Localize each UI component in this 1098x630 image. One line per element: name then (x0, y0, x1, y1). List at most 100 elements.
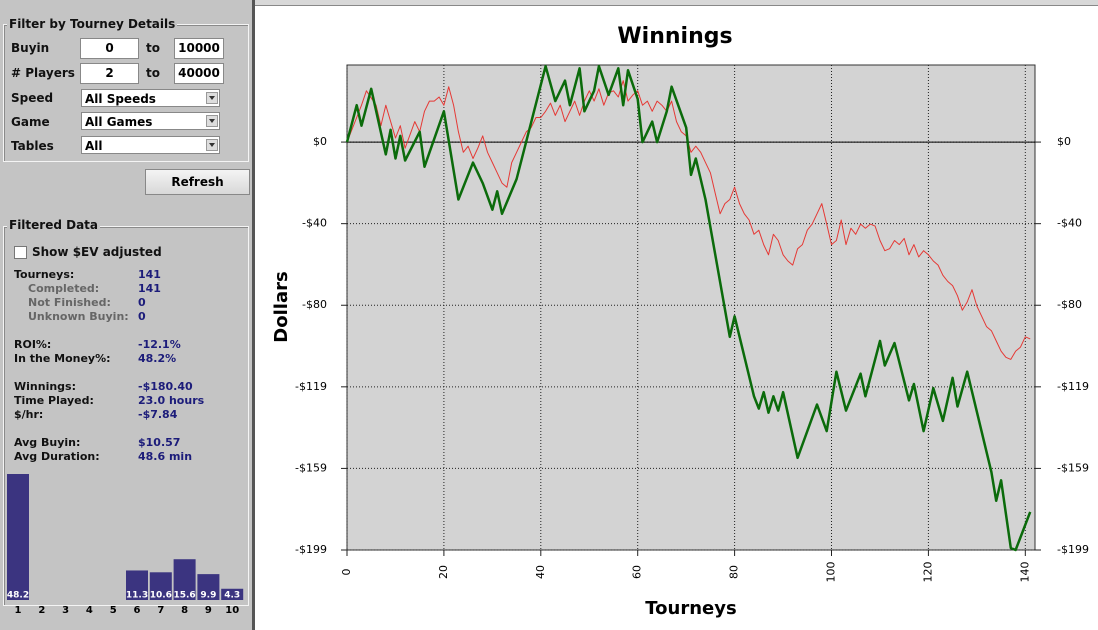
range-from[interactable]: 2 (80, 63, 139, 84)
stat-value: 141 (138, 282, 161, 295)
x-tick-label: 120 (921, 562, 934, 583)
stat-label: Unknown Buyin: (28, 310, 129, 323)
y-tick-label: -$119 (295, 380, 327, 393)
bar (7, 474, 29, 600)
y-axis-label: Dollars (271, 271, 292, 342)
stat-value: 48.6 min (138, 450, 193, 463)
select-label: Game (11, 115, 50, 129)
range-to[interactable]: 10000 (174, 38, 224, 59)
x-tick-label: 10 (225, 605, 239, 616)
bar (221, 588, 244, 600)
x-tick-label: 7 (157, 605, 164, 616)
stat-value: -12.1% (138, 338, 181, 351)
range-to[interactable]: 40000 (174, 63, 224, 84)
data-label: 48.2 (7, 591, 29, 601)
stat-label: Completed: (28, 282, 100, 295)
stat-label: Winnings: (14, 380, 76, 393)
select[interactable]: All Games (81, 112, 220, 130)
chart-title: Winnings (617, 24, 732, 49)
range-from[interactable]: 0 (80, 38, 139, 59)
filter-title: Filter by Tourney Details (7, 17, 178, 31)
bar (197, 574, 220, 600)
refresh-button[interactable]: Refresh (145, 169, 250, 195)
stat-label: ROI%: (14, 338, 52, 351)
select-value: All Speeds (85, 92, 156, 106)
data-label: 15.6 (173, 591, 195, 601)
stat-label: Avg Buyin: (14, 436, 81, 449)
x-tick-label: 40 (534, 565, 547, 579)
stat-label: Not Finished: (28, 296, 111, 309)
x-tick-label: 1 (15, 605, 22, 616)
stat-label: Avg Duration: (14, 450, 100, 463)
select-value: All (85, 139, 103, 153)
x-tick-label: 100 (825, 562, 838, 583)
stat-value: 0 (138, 296, 146, 309)
select-value: All Games (85, 115, 153, 129)
stat-label: In the Money%: (14, 352, 111, 365)
line-series (345, 64, 1032, 552)
x-tick-label: 6 (134, 605, 141, 616)
dropdown-arrow[interactable] (206, 139, 218, 151)
x-tick-label: 9 (205, 605, 212, 616)
x-axis-label: Tourneys (645, 598, 736, 619)
checkbox[interactable] (14, 246, 27, 259)
stat-value: -$180.40 (138, 380, 193, 393)
stat-value: $10.57 (138, 436, 181, 449)
x-tick-label: 80 (728, 565, 741, 579)
x-tick-label: 140 (1018, 562, 1031, 583)
data-label: 4.3 (224, 591, 240, 601)
y-tick-label: -$40 (1057, 217, 1082, 230)
stat-value: -$7.84 (138, 408, 178, 421)
range-sep: to (146, 41, 160, 55)
line-series (346, 80, 1031, 360)
filtered-box (3, 226, 249, 606)
y-tick-label: -$159 (1057, 461, 1089, 474)
filtered-title: Filtered Data (7, 218, 101, 232)
filter-panel: Filter by Tourney Details Buyin 0 to 100… (0, 0, 252, 630)
stat-value: 141 (138, 268, 161, 281)
checkbox-label: Show $EV adjusted (32, 245, 162, 259)
y-tick-label: -$80 (1057, 298, 1082, 311)
histogram: 1 48.2 2 3 4 5 6 11.3 7 10.6 8 15.6 9 9.9 10 4.3 (7, 474, 244, 616)
stat-value: 48.2% (138, 352, 177, 365)
toolbar-strip (252, 0, 1098, 6)
range-sep: to (146, 66, 160, 80)
stat-value: 23.0 hours (138, 394, 205, 407)
y-tick-label: $0 (1057, 135, 1071, 148)
x-tick-label: 2 (38, 605, 45, 616)
x-tick-label: 3 (62, 605, 69, 616)
range-label: # Players (11, 66, 75, 80)
y-tick-label: -$80 (302, 298, 327, 311)
x-tick-label: 5 (110, 605, 117, 616)
range-label: Buyin (11, 41, 50, 55)
select[interactable]: All Speeds (81, 89, 220, 107)
y-tick-label: -$119 (1057, 380, 1089, 393)
bar (149, 572, 172, 600)
select[interactable]: All (81, 136, 220, 154)
x-tick-label: 20 (437, 565, 450, 579)
dropdown-arrow[interactable] (206, 92, 218, 104)
plot-area (346, 64, 1036, 551)
data-label: 11.3 (126, 591, 148, 601)
dropdown-arrow[interactable] (206, 115, 218, 127)
select-label: Tables (11, 139, 54, 153)
stat-label: Time Played: (14, 394, 94, 407)
x-tick-label: 4 (86, 605, 93, 616)
y-tick-label: $0 (313, 135, 327, 148)
splitter (252, 0, 255, 630)
stat-label: Tourneys: (14, 268, 75, 281)
stat-value: 0 (138, 310, 146, 323)
y-tick-label: -$199 (1057, 543, 1089, 556)
data-label: 10.6 (150, 591, 172, 601)
y-tick-label: -$199 (295, 543, 327, 556)
bar (126, 570, 148, 600)
select-label: Speed (11, 91, 54, 105)
y-tick-label: -$159 (295, 461, 327, 474)
stat-label: $/hr: (14, 408, 44, 421)
x-tick-label: 0 (340, 569, 353, 576)
bar (173, 559, 196, 600)
data-label: 9.9 (200, 591, 216, 601)
x-tick-label: 60 (631, 565, 644, 579)
